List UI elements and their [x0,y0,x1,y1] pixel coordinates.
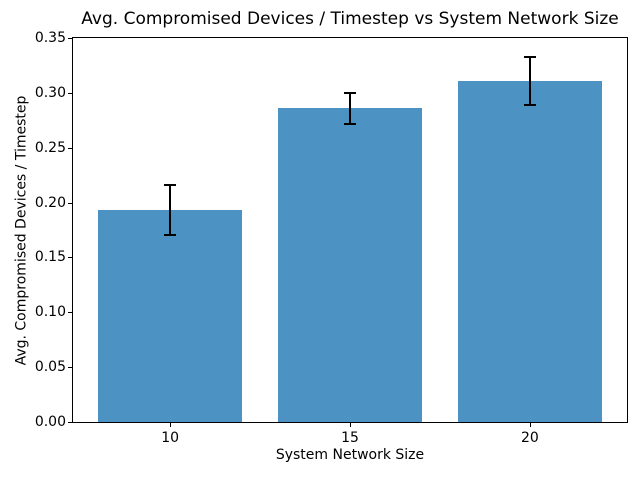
y-tick-label: 0.35 [34,30,66,46]
x-tick-label: 20 [520,430,539,446]
error-bar-cap [344,91,356,94]
y-tick [68,147,72,149]
y-tick [68,92,72,94]
y-tick-label: 0.15 [34,249,66,266]
x-tick-label: 10 [161,430,180,446]
y-tick-label: 0.20 [34,194,66,211]
y-tick [68,422,72,423]
error-bar-line [169,185,172,236]
error-bar-cap [164,234,177,237]
error-bar-line [349,92,351,124]
bar-15 [278,108,422,422]
x-tick [170,423,172,427]
chart-title: Avg. Compromised Devices / Timestep vs S… [81,9,619,29]
error-bar-cap [164,184,177,187]
y-tick [68,257,72,259]
y-tick [68,38,72,39]
bar-20 [457,80,602,422]
y-tick-label: 0.25 [34,139,66,156]
x-tick [529,423,531,427]
y-tick [68,202,72,204]
y-tick-label: 0.10 [34,304,66,321]
x-tick [350,423,351,427]
y-tick-label: 0.00 [34,414,66,430]
error-bar-cap [523,55,536,58]
error-bar-line [528,56,531,105]
y-tick-label: 0.05 [34,359,66,376]
y-tick [68,312,72,314]
bar-10 [98,210,243,422]
y-tick-label: 0.30 [34,84,66,101]
y-tick [68,367,72,369]
plot-area [72,37,628,423]
error-bar-cap [523,103,536,106]
x-tick-label: 15 [341,430,359,446]
error-bar-cap [344,122,356,125]
x-axis-title: System Network Size [275,447,425,463]
